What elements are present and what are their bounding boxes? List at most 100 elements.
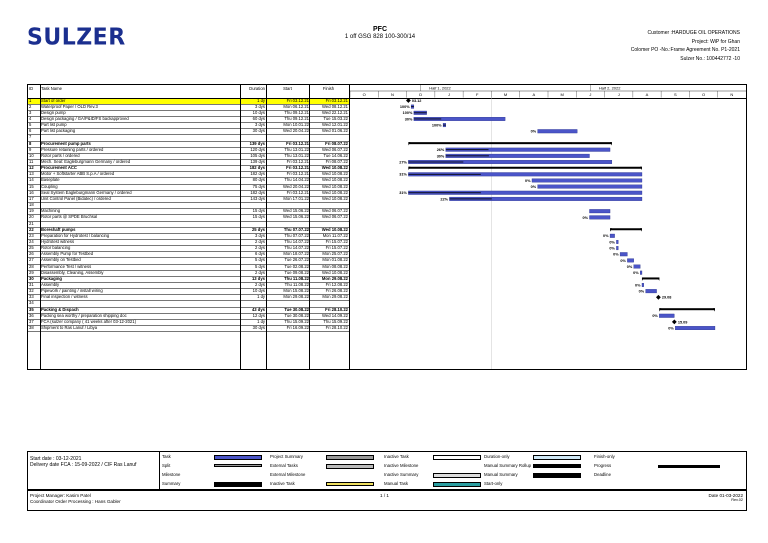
table-row[interactable]: 35 Packing & Dispach 43 dys Tue 30.08.22 Fri…: [28, 307, 350, 313]
table-row[interactable]: 14 Baseplate 80 dys Thu 14.04.22 Wed 10.08.2…: [28, 177, 350, 183]
month-label: O: [702, 92, 705, 97]
cell-start: Fri 16.09.22: [286, 325, 309, 331]
table-row[interactable]: 25 Rotor balancing 2 dys Thu 14.07.22 Fri 15…: [28, 245, 350, 251]
cell-id: 3: [29, 109, 32, 115]
table-row[interactable]: 24 Hydrotest witness 2 dys Thu 14.07.22 Fri …: [28, 239, 350, 245]
cell-id: 36: [29, 312, 34, 318]
table-row[interactable]: 8 Procurement pump parts 139 dys Fri 03.12.…: [28, 141, 350, 147]
cell-name: Mech. Seal: Eagleburgmann Germany / orde…: [41, 159, 131, 164]
gantt-label: 31%: [399, 191, 407, 195]
table-row[interactable]: 32 Pipework / painting / install wiring 10…: [28, 288, 350, 294]
cell-name: Packaging: [41, 275, 62, 281]
cell-dur: 1 dy: [257, 294, 265, 300]
table-row[interactable]: 19 Machining 15 dys Wed 15.06.22 Wed 06.07.2…: [28, 208, 350, 214]
gantt-label: 100%: [432, 124, 442, 128]
cell-start: Wed 15.06.22: [283, 208, 309, 214]
row-divider: [28, 103, 350, 105]
table-row[interactable]: 13 Motor + Softstarter ABB S.p.A / ordere…: [28, 171, 350, 177]
table-row[interactable]: 23 Preparation for Hydrotest / balancing 3…: [28, 233, 350, 239]
table-row[interactable]: 10 Rotor parts / ordered 105 dys Thu 13.01.…: [28, 153, 350, 159]
col-duration: Duration: [249, 86, 265, 91]
cell-dur: 25 dys: [251, 226, 265, 232]
table-row[interactable]: 38 Shipment to Ras Lanuf / Libya 30 dys Fri…: [28, 325, 350, 331]
task-bar: [645, 289, 657, 294]
cell-finish: Mon 29.08.22: [322, 294, 348, 300]
cell-id: 1: [29, 97, 32, 103]
legend-swatch: [433, 473, 481, 478]
table-row[interactable]: 28 Performance Test / witness 5 dys Tue 02.…: [28, 264, 350, 270]
summary-cap: [610, 228, 613, 232]
cell-id: 20: [29, 214, 34, 220]
table-row[interactable]: 18: [28, 202, 350, 208]
cell-id: 24: [29, 238, 34, 244]
cell-finish: Wed 10.08.22: [321, 165, 348, 171]
cell-id: 29: [29, 269, 34, 275]
cell-finish: Mon 01.08.22: [322, 257, 348, 263]
summary-cap: [641, 277, 644, 281]
gantt-chart: Half 1, 2022 Half 2, 2022 O N D J F M A M J J A S O N 03…: [350, 85, 746, 369]
cell-start: Tue 30.08.22: [284, 312, 309, 318]
cell-dur: 10 dys: [252, 109, 265, 115]
table-row[interactable]: 26 Assembly Pump for Testbed 6 dys Mon 18.0…: [28, 251, 350, 257]
table-row[interactable]: 15 Coupling 75 dys Wed 20.04.22 Wed 10.08.22: [28, 184, 350, 190]
row-divider: [28, 202, 350, 204]
gantt-label: 27%: [399, 160, 407, 164]
title-line-2: 1 off GSG 828 100-300/14: [344, 34, 416, 40]
gantt-label: 0%: [609, 240, 615, 244]
summary-cap: [408, 142, 411, 146]
table-row[interactable]: 2 Waterproof Paper / OLD Rev.3 3 dys Mon 06…: [28, 104, 350, 110]
cell-dur: 3 dys: [254, 232, 265, 238]
cell-start: Tue 02.08.22: [284, 263, 309, 269]
table-row[interactable]: 7: [28, 134, 350, 140]
cell-start: Wed 20.04.22: [283, 128, 309, 134]
table-row[interactable]: 31 Assembly 2 dys Thu 11.08.22 Fri 12.08.22: [28, 282, 350, 288]
table-row[interactable]: 5 Part list pump 3 dys Mon 10.01.22 Wed 12.0…: [28, 122, 350, 128]
table-row[interactable]: 21: [28, 221, 350, 227]
row-divider: [28, 152, 350, 154]
cell-id: 5: [29, 122, 32, 128]
row-divider: [28, 232, 350, 234]
gantt-label: 0%: [633, 271, 639, 275]
task-bar: [616, 239, 619, 244]
table-row[interactable]: 30 Packaging 13 dys Thu 11.08.22 Mon 29.08.2…: [28, 276, 350, 282]
month-label: J: [589, 92, 591, 97]
table-row[interactable]: 37 FCA (sulzer company ( 41 weeks after 0…: [28, 319, 350, 325]
month-label: S: [674, 92, 677, 97]
cell-id: 37: [29, 318, 34, 324]
table-row[interactable]: 27 Assembly on Testbed 5 dys Tue 26.07.22 Mo…: [28, 257, 350, 263]
legend-swatch: [326, 455, 374, 460]
table-row[interactable]: 6 Part list packaging 30 dys Wed 20.04.22 We…: [28, 128, 350, 134]
summary-bar: [659, 308, 715, 311]
table-row[interactable]: 4 Design packaging / GA/P&ID/FS backappro…: [28, 116, 350, 122]
cell-finish: Fri 26.08.22: [325, 288, 348, 294]
divider: [349, 85, 350, 369]
cell-id: 17: [29, 195, 34, 201]
legend-swatch: [658, 465, 720, 468]
legend-swatch: [533, 455, 581, 460]
legend-swatch: [533, 473, 581, 478]
table-row[interactable]: 36 Packing sea worthy / preparation shipp…: [28, 313, 350, 319]
gantt-label: 0%: [668, 326, 674, 330]
gantt-label: 0%: [652, 314, 658, 318]
cell-finish: Wed 10.08.22: [322, 269, 348, 275]
cell-name: Final inspection / witness: [41, 294, 88, 300]
divider: [40, 85, 41, 369]
cell-name: Disassembly, Cleaning, Assembly: [41, 269, 104, 275]
table-row[interactable]: 1 Start of order 1 dy Fri 03.12.21 Fri 03.12…: [28, 97, 350, 104]
table-row[interactable]: 9 Pressure retaining parts / ordered 120 d…: [28, 147, 350, 153]
cell-start: Thu 09.12.21: [284, 109, 309, 115]
gantt-label: 15.09: [678, 320, 688, 324]
table-row[interactable]: 16 Seal System Eagleburgmann Germany / or…: [28, 190, 350, 196]
table-row[interactable]: 34: [28, 300, 350, 306]
cell-dur: 139 dys: [249, 140, 265, 146]
table-row[interactable]: 22 Boreshaft pumps 25 dys Thu 07.07.22 Wed 1…: [28, 227, 350, 233]
cell-start: Fri 03.12.21: [286, 165, 309, 171]
table-row[interactable]: 29 Disassembly, Cleaning, Assembly 2 dys Tu…: [28, 270, 350, 276]
table-row[interactable]: 3 Design pump 10 dys Thu 09.12.21 Wed 22.12.…: [28, 110, 350, 116]
table-row[interactable]: 12 Procurement ACC 182 dys Fri 03.12.21 Wed …: [28, 165, 350, 171]
cell-name: Motor + Softstarter ABB S.p.A / ordered: [41, 171, 115, 177]
table-row[interactable]: 20 Rotor parts @ SPDE Bruchsal 15 dys Wed 1…: [28, 214, 350, 220]
table-row[interactable]: 11 Mech. Seal: Eagleburgmann Germany / or…: [28, 159, 350, 165]
table-row[interactable]: 17 Unit Control Panel (Bidatec) / ordered…: [28, 196, 350, 202]
table-row[interactable]: 33 Final inspection / witness 1 dy Mon 29.0…: [28, 294, 350, 300]
